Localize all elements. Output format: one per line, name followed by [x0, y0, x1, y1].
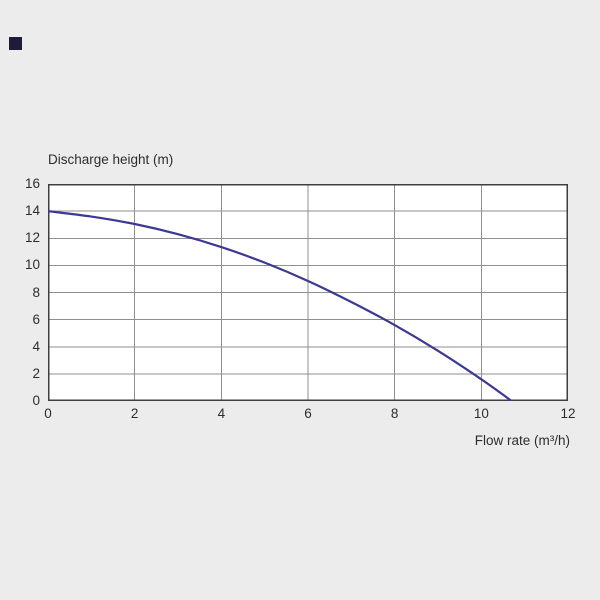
brand-mark	[9, 37, 22, 50]
y-tick-label: 16	[24, 176, 40, 191]
x-tick-label: 4	[217, 406, 226, 421]
plot-frame	[48, 184, 568, 401]
x-tick-label: 2	[130, 406, 139, 421]
y-tick-label: 10	[24, 257, 40, 273]
plot-area	[48, 184, 568, 401]
x-axis-title: Flow rate (m³/h)	[474, 433, 570, 448]
x-tick-label: 12	[560, 406, 576, 421]
x-tick-label: 8	[390, 406, 399, 421]
x-tick-label: 10	[473, 406, 489, 421]
x-axis-tick-labels: 0 2 4 6 8 10 12	[44, 406, 575, 424]
y-tick-label: 6	[32, 311, 40, 327]
plot-border	[48, 184, 568, 401]
y-tick-label: 14	[24, 203, 40, 219]
y-axis-tick-labels: 0 2 4 6 8 10 12 14 16	[0, 0, 40, 600]
pump-curve-line	[48, 210, 513, 401]
x-tick-label: 6	[304, 406, 312, 421]
y-tick-label: 12	[24, 230, 40, 246]
y-tick-label: 4	[32, 338, 40, 354]
y-tick-label: 8	[32, 284, 40, 300]
y-tick-label: 0	[32, 393, 40, 408]
x-tick-label: 0	[44, 406, 52, 421]
y-tick-label: 2	[32, 365, 40, 381]
y-axis-title: Discharge height (m)	[48, 152, 174, 167]
